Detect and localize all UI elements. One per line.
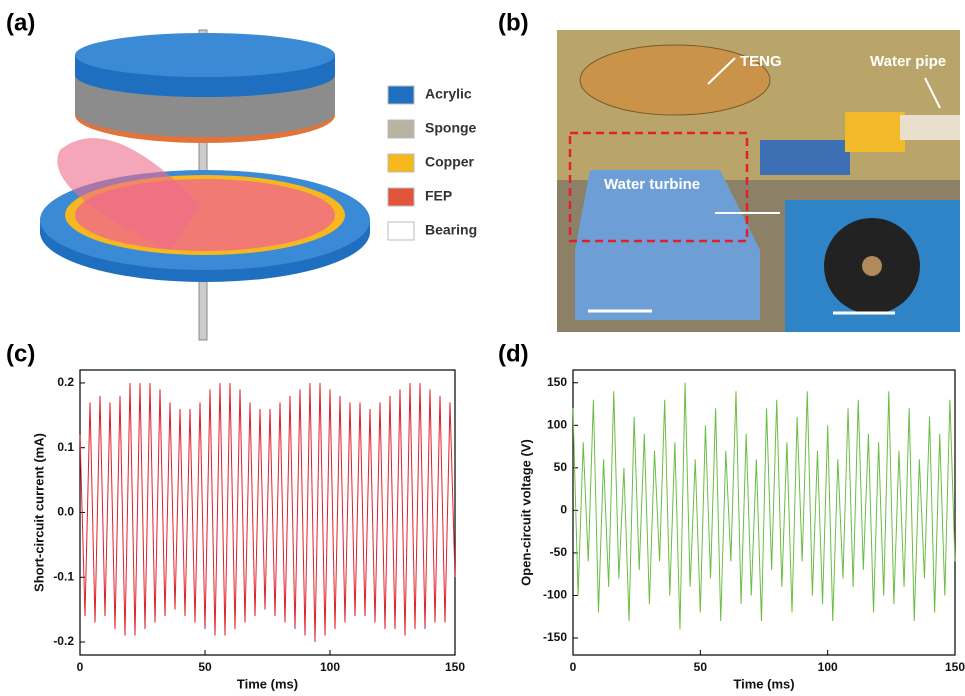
- y-tick-label: -0.2: [53, 634, 74, 648]
- legend-swatch: [388, 188, 414, 206]
- legend-swatch: [388, 222, 414, 240]
- legend-label: Sponge: [425, 120, 477, 136]
- y-tick-label: 0: [560, 503, 567, 517]
- y-tick-label: -50: [550, 545, 568, 559]
- x-axis-label: Time (ms): [733, 676, 794, 691]
- x-tick-label: 150: [445, 660, 465, 674]
- legend: Acrylic Sponge Copper FEP Bearing: [388, 86, 477, 240]
- legend-label: FEP: [425, 188, 452, 204]
- legend-swatch: [388, 120, 414, 138]
- signal-line: [80, 383, 455, 642]
- signal-line: [573, 383, 955, 630]
- y-tick-label: 0.1: [57, 440, 74, 454]
- x-tick-label: 100: [320, 660, 340, 674]
- y-tick-label: -0.1: [53, 569, 74, 583]
- y-tick-label: 50: [554, 460, 568, 474]
- panel-label: (a): [6, 9, 35, 36]
- legend-swatch: [388, 154, 414, 172]
- y-tick-label: 0.0: [57, 505, 74, 519]
- legend-label: Bearing: [425, 222, 477, 238]
- y-tick-label: -100: [543, 588, 567, 602]
- x-tick-label: 150: [945, 660, 965, 674]
- y-tick-label: 0.2: [57, 375, 74, 389]
- y-tick-label: 150: [547, 375, 567, 389]
- teng-diagram: [40, 30, 370, 340]
- legend-label: Acrylic: [425, 86, 472, 102]
- legend-label: Copper: [425, 154, 475, 170]
- y-tick-label: 100: [547, 417, 567, 431]
- x-axis-label: Time (ms): [237, 676, 298, 691]
- x-tick-label: 0: [570, 660, 577, 674]
- y-axis-label: Open-circuit voltage (V): [518, 439, 533, 586]
- y-tick-label: -150: [543, 630, 567, 644]
- panel-label: (b): [498, 9, 529, 36]
- x-tick-label: 0: [77, 660, 84, 674]
- x-tick-label: 50: [694, 660, 708, 674]
- x-tick-label: 50: [198, 660, 212, 674]
- annotation: Water turbine: [604, 176, 700, 193]
- panel-label: (c): [6, 340, 35, 367]
- figure: (a) Acrylic Sponge Copper FEP Bearing (b): [0, 0, 965, 696]
- annotation: TENG: [740, 53, 782, 70]
- x-tick-label: 100: [818, 660, 838, 674]
- panel-label: (d): [498, 340, 529, 367]
- legend-swatch: [388, 86, 414, 104]
- y-axis-label: Short-circuit current (mA): [31, 433, 46, 592]
- annotation: Water pipe: [870, 53, 946, 70]
